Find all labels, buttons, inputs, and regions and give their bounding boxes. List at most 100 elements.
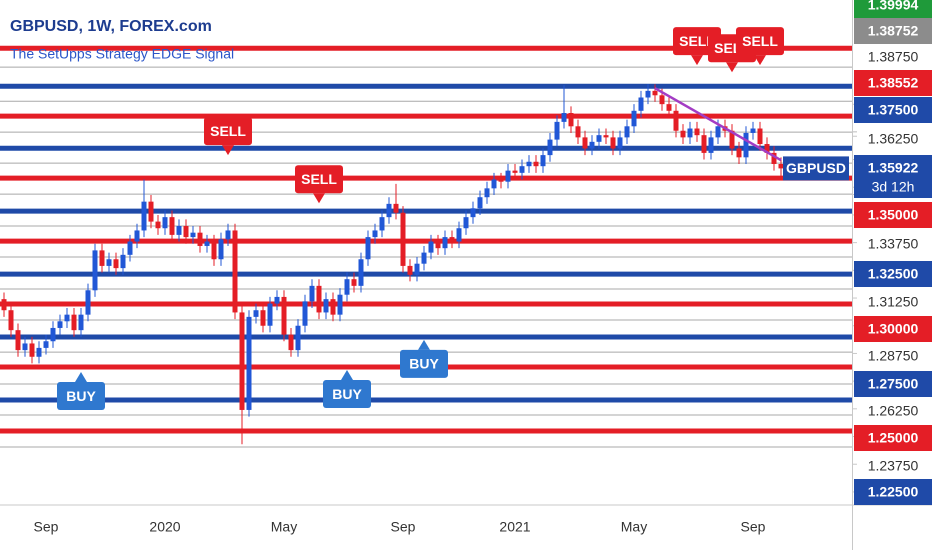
signal-label: SELL bbox=[301, 171, 337, 187]
candle-body bbox=[239, 312, 245, 410]
candle-body bbox=[64, 314, 70, 322]
candle-body bbox=[253, 310, 259, 317]
candle-body bbox=[197, 232, 203, 246]
x-tick-label: 2021 bbox=[499, 519, 530, 535]
candle-body bbox=[267, 303, 273, 326]
candle-body bbox=[323, 299, 329, 313]
candle-body bbox=[113, 259, 119, 269]
candle-body bbox=[316, 285, 322, 313]
y-tick-badge bbox=[854, 202, 932, 228]
y-tick-badge bbox=[854, 97, 932, 123]
candle-body bbox=[344, 279, 350, 295]
candle-body bbox=[645, 90, 651, 98]
candle-body bbox=[309, 285, 315, 302]
candle-body bbox=[246, 316, 252, 410]
y-tick-label: 1.23750 bbox=[868, 458, 919, 474]
candle-body bbox=[141, 201, 147, 231]
candle-body bbox=[57, 321, 63, 328]
signal-badge bbox=[400, 349, 448, 378]
countdown-label: 3d 12h bbox=[872, 179, 915, 195]
y-tick-label: 1.33750 bbox=[868, 236, 919, 252]
candle-body bbox=[757, 128, 763, 145]
candle-body bbox=[148, 201, 154, 222]
candle-body bbox=[561, 113, 567, 122]
candle-body bbox=[484, 188, 490, 198]
candle-body bbox=[155, 221, 161, 229]
y-tick-label: 1.31250 bbox=[868, 294, 919, 310]
candle-body bbox=[71, 314, 77, 331]
candle-body bbox=[274, 296, 280, 304]
chart-title: GBPUSD, 1W, FOREX.com bbox=[10, 18, 212, 35]
signal-pointer bbox=[222, 145, 234, 156]
candle-body bbox=[540, 155, 546, 167]
x-tick-label: May bbox=[271, 519, 297, 535]
y-tick-badge bbox=[854, 261, 932, 287]
y-tick-label: 1.38752 bbox=[868, 23, 919, 39]
signal-pointer bbox=[341, 370, 353, 381]
candle-body bbox=[680, 130, 686, 138]
y-tick-label: 1.32500 bbox=[868, 266, 919, 282]
candle-body bbox=[50, 327, 56, 342]
candle-body bbox=[778, 163, 784, 169]
candle-body bbox=[407, 265, 413, 275]
candle-body bbox=[554, 121, 560, 140]
signal-badge bbox=[323, 380, 371, 409]
candle-body bbox=[15, 330, 21, 351]
y-tick-label: 1.36250 bbox=[868, 131, 919, 147]
candle-body bbox=[743, 132, 749, 158]
signal-label: BUY bbox=[66, 388, 96, 404]
candle-body bbox=[498, 179, 504, 182]
signal: BUY bbox=[400, 339, 448, 378]
candle-body bbox=[106, 259, 112, 266]
candle-body bbox=[218, 239, 224, 260]
y-tick-label: 1.30000 bbox=[868, 321, 919, 337]
candle-body bbox=[736, 148, 742, 158]
candle-body bbox=[358, 259, 364, 286]
x-tick-label: May bbox=[621, 519, 647, 535]
candle-body bbox=[393, 203, 399, 213]
x-tick-label: Sep bbox=[391, 519, 416, 535]
candle-body bbox=[575, 126, 581, 138]
candle-body bbox=[449, 237, 455, 242]
candle-body bbox=[666, 104, 672, 111]
signal-label: BUY bbox=[409, 356, 439, 372]
y-tick-badge bbox=[854, 479, 932, 505]
y-tick-label: 1.38552 bbox=[868, 75, 919, 91]
y-tick-label: 1.35922 bbox=[868, 160, 919, 176]
candle-body bbox=[29, 343, 35, 357]
candle-body bbox=[442, 237, 448, 249]
y-tick-label: 1.27500 bbox=[868, 376, 919, 392]
signal-label: SELL bbox=[742, 33, 778, 49]
candle-body bbox=[414, 263, 420, 275]
candle-body bbox=[652, 90, 658, 96]
candle-body bbox=[526, 161, 532, 167]
candle-body bbox=[708, 137, 714, 153]
signal: SELL bbox=[295, 165, 343, 204]
candle-body bbox=[603, 135, 609, 138]
symbol-badge bbox=[783, 156, 849, 181]
signal-badge bbox=[295, 165, 343, 194]
candle-body bbox=[659, 95, 665, 105]
symbol-label: GBPUSD bbox=[786, 160, 846, 176]
signal-label: SELL bbox=[679, 33, 715, 49]
candle-body bbox=[337, 294, 343, 315]
candle-body bbox=[687, 128, 693, 138]
candle-body bbox=[260, 310, 266, 326]
candle-body bbox=[78, 314, 84, 331]
y-tick-badge bbox=[854, 316, 932, 342]
candle-body bbox=[400, 212, 406, 266]
candle-body bbox=[379, 217, 385, 231]
candle-body bbox=[1, 299, 7, 311]
candle-body bbox=[463, 217, 469, 229]
candle-body bbox=[225, 230, 231, 240]
signal-pointer bbox=[75, 372, 87, 383]
signal-badge bbox=[736, 27, 784, 56]
candle-body bbox=[750, 128, 756, 133]
candle-body bbox=[85, 290, 91, 315]
candle-body bbox=[176, 226, 182, 235]
y-tick-badge bbox=[854, 155, 932, 198]
y-tick-badge bbox=[854, 18, 932, 44]
signal-label: BUY bbox=[332, 386, 362, 402]
